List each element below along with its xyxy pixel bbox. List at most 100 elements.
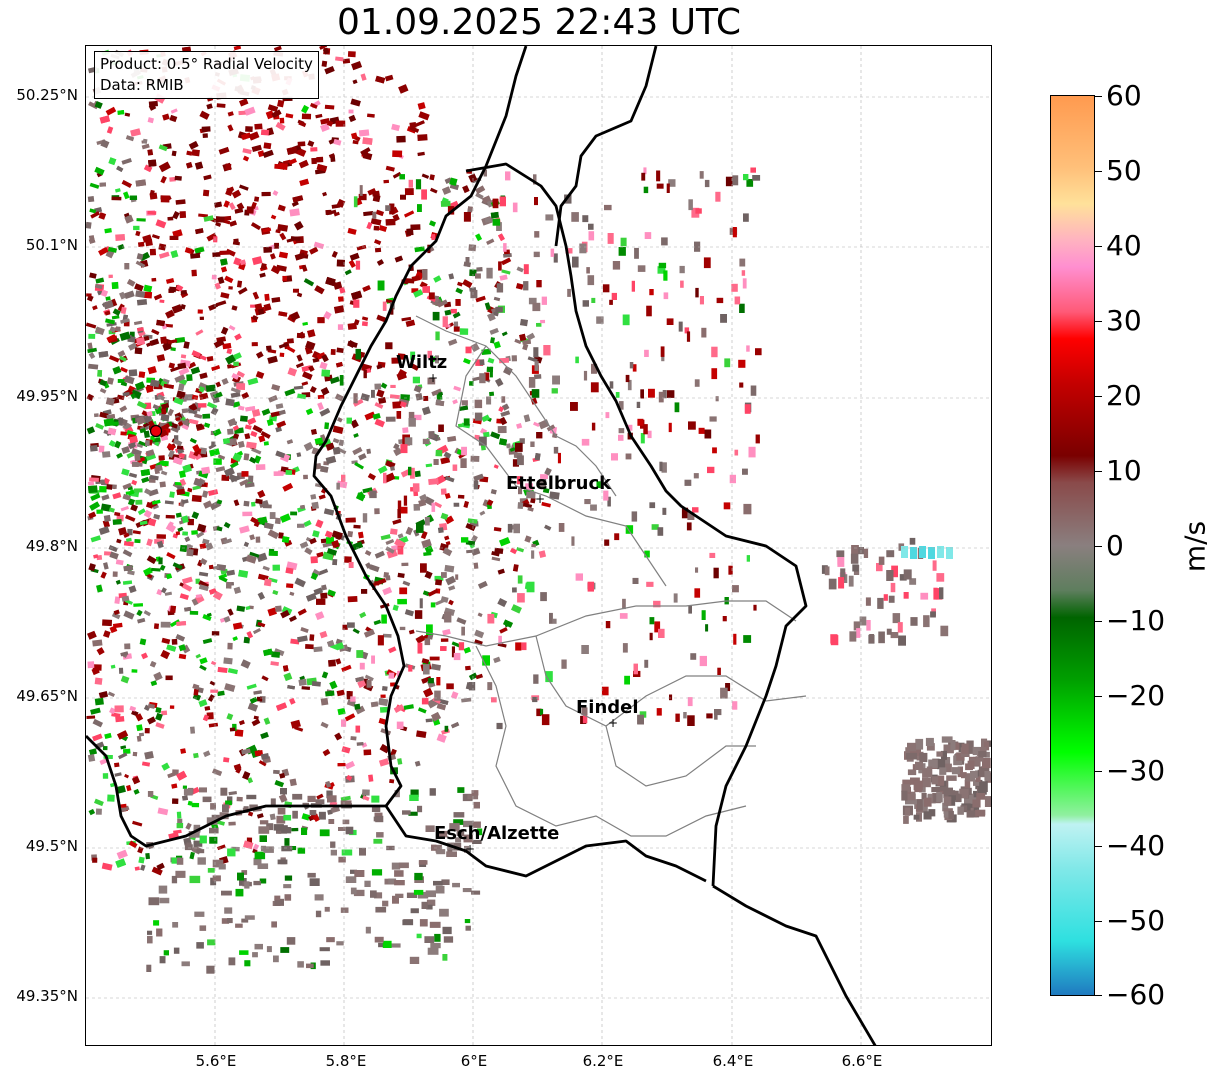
radar-echo xyxy=(384,74,394,82)
radar-echo xyxy=(622,643,628,653)
radar-echo xyxy=(367,187,377,196)
radar-echo xyxy=(198,213,208,218)
radar-echo xyxy=(408,411,415,420)
radar-echo xyxy=(116,394,125,401)
radar-echo xyxy=(307,872,316,878)
radar-echo xyxy=(653,600,661,608)
radar-echo xyxy=(99,387,107,394)
radar-echo xyxy=(156,540,164,549)
radar-echo xyxy=(242,148,252,155)
radar-echo xyxy=(227,418,237,427)
radar-echo xyxy=(253,690,263,695)
radar-echo xyxy=(203,500,213,509)
radar-echo xyxy=(374,936,384,943)
radar-echo xyxy=(160,649,171,660)
radar-echo xyxy=(232,425,240,431)
radar-echo xyxy=(475,295,486,303)
radar-echo xyxy=(350,290,363,301)
radar-echo xyxy=(357,491,366,500)
radar-echo xyxy=(201,490,209,498)
radar-map[interactable]: + Wiltz + Ettelbruck + Findel + Esch/Alzette xyxy=(85,45,992,1046)
radar-echo xyxy=(428,678,434,684)
radar-echo xyxy=(618,247,626,256)
radar-echo xyxy=(345,774,353,782)
radar-echo xyxy=(438,698,449,706)
radar-echo xyxy=(553,253,558,263)
radar-echo xyxy=(224,907,233,914)
radar-echo xyxy=(422,438,430,445)
lat-tick-label: 49.5°N xyxy=(25,837,78,855)
radar-echo xyxy=(206,103,213,110)
radar-echo xyxy=(121,468,130,476)
radar-echo xyxy=(850,553,859,564)
radar-echo xyxy=(87,630,97,640)
radar-echo xyxy=(155,706,162,714)
radar-echo xyxy=(427,350,432,359)
radar-echo xyxy=(169,619,181,628)
radar-echo xyxy=(913,814,920,820)
radar-echo xyxy=(273,824,284,831)
radar-echo xyxy=(90,211,100,219)
radar-echo xyxy=(254,303,263,311)
radar-echo xyxy=(235,923,243,928)
radar-echo xyxy=(366,679,372,688)
radar-echo xyxy=(169,114,178,123)
radar-echo xyxy=(933,587,938,600)
radar-echo xyxy=(442,926,452,935)
radar-echo xyxy=(327,809,333,815)
lon-tick-label: 6.6°E xyxy=(841,1052,883,1070)
radar-echo xyxy=(462,888,472,893)
radar-echo xyxy=(253,857,262,866)
radar-echo xyxy=(701,327,707,338)
radar-echo xyxy=(111,315,120,320)
radar-echo xyxy=(90,535,102,543)
radar-echo xyxy=(275,605,282,612)
radar-echo xyxy=(149,474,159,481)
radar-echo xyxy=(145,453,157,461)
radar-echo xyxy=(147,703,156,709)
radar-echo xyxy=(968,748,974,754)
radar-echo xyxy=(425,718,433,723)
radar-echo xyxy=(301,381,309,386)
radar-echo xyxy=(350,736,357,741)
radar-echo xyxy=(553,446,559,454)
radar-echo xyxy=(317,394,325,400)
radar-echo xyxy=(245,406,256,412)
radar-echo xyxy=(509,547,518,555)
radar-echo xyxy=(347,227,357,235)
radar-echo xyxy=(267,355,278,364)
radar-echo xyxy=(420,563,427,573)
radar-echo xyxy=(640,389,644,399)
radar-echo xyxy=(370,701,379,708)
radar-echo xyxy=(232,433,240,440)
radar-echo xyxy=(552,375,560,385)
radar-echo xyxy=(435,844,442,853)
radar-echo xyxy=(145,385,154,394)
radar-echo xyxy=(134,538,141,544)
radar-echo xyxy=(228,957,236,966)
colorbar-tick-label: 50 xyxy=(1106,154,1142,187)
radar-echo xyxy=(143,509,153,519)
radar-echo xyxy=(261,408,271,416)
radar-echo xyxy=(432,301,440,307)
radar-echo xyxy=(167,772,176,779)
radar-echo xyxy=(417,805,423,813)
radar-echo xyxy=(325,276,336,287)
radar-echo xyxy=(631,511,638,522)
radar-echo xyxy=(207,489,219,496)
radar-echo xyxy=(385,342,393,350)
radar-echo xyxy=(866,620,871,631)
radar-echo xyxy=(241,870,248,875)
radar-echo xyxy=(263,303,272,312)
radar-echo xyxy=(273,471,284,477)
radar-echo xyxy=(424,570,433,580)
radar-echo xyxy=(342,819,350,825)
radar-echo xyxy=(88,808,96,816)
radar-echo xyxy=(372,412,381,420)
radar-echo xyxy=(408,629,415,635)
radar-echo xyxy=(223,616,231,623)
radar-echo xyxy=(389,203,395,215)
radar-echo xyxy=(380,382,388,389)
radar-echo xyxy=(179,593,189,601)
radar-echo xyxy=(440,646,447,652)
